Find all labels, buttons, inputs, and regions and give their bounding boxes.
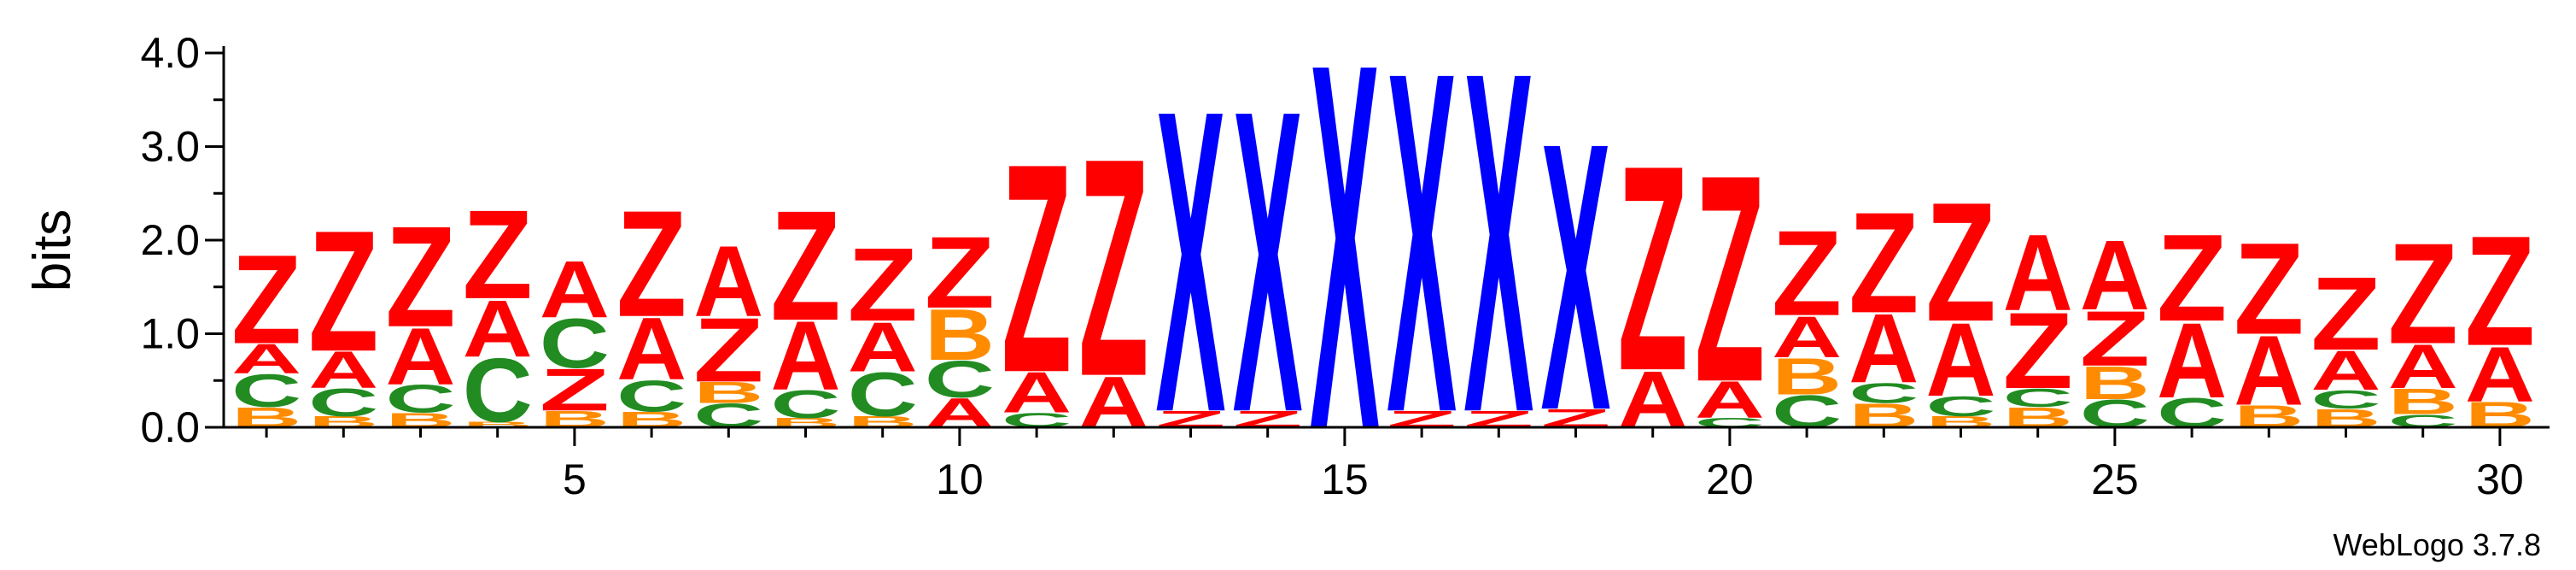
- y-axis-label: bits: [23, 209, 82, 291]
- logo-letter-z: Z: [848, 227, 918, 344]
- logo-letter-z: Z: [463, 184, 533, 326]
- y-tick-label: 1.0: [140, 310, 200, 358]
- x-tick-label: 10: [936, 455, 984, 503]
- y-tick-label: 0.0: [140, 403, 200, 451]
- logo-letter-z: Z: [2388, 214, 2458, 374]
- logo-letter-a: A: [540, 244, 610, 335]
- weblogo-credit: WebLogo 3.7.8: [2333, 527, 2541, 562]
- logo-letter-z: Z: [1078, 95, 1148, 442]
- y-axis-ticks: 0.0 1.0 2.0 3.0 4.0: [140, 29, 224, 451]
- logo-letter-z: Z: [770, 179, 840, 354]
- logo-letter-a: A: [2003, 212, 2073, 333]
- x-tick-label: 15: [1321, 455, 1369, 503]
- logo-letter-z: Z: [1695, 114, 1765, 444]
- y-tick-label: 4.0: [140, 29, 200, 77]
- x-tick-label: 25: [2091, 455, 2139, 503]
- y-tick-label: 3.0: [140, 123, 200, 171]
- logo-letter-z: Z: [1925, 167, 1995, 357]
- logo-letter-z: Z: [231, 228, 301, 370]
- logo-letter-z: Z: [2234, 215, 2304, 361]
- logo-letter-a: A: [693, 225, 763, 338]
- logo-letter-z: Z: [616, 180, 686, 349]
- logo-letter-z: Z: [1002, 102, 1072, 434]
- logo-letter-z: Z: [2310, 256, 2380, 373]
- logo-letter-z: Z: [1618, 105, 1688, 432]
- logo-letter-z: Z: [385, 197, 455, 357]
- logo-letter-z: Z: [925, 215, 995, 329]
- x-tick-label: 30: [2476, 455, 2524, 503]
- logo-letter-a: A: [2080, 220, 2150, 331]
- y-tick-label: 2.0: [140, 216, 200, 264]
- x-tick-label: 20: [1706, 455, 1754, 503]
- logo-letter-z: Z: [1849, 183, 1919, 344]
- logo-letter-z: Z: [2157, 208, 2227, 347]
- logo-letter-z: Z: [308, 196, 378, 388]
- x-tick-label: 5: [563, 455, 587, 503]
- logo-letter-z: Z: [2465, 203, 2535, 379]
- logo-letter-z: Z: [1772, 206, 1842, 341]
